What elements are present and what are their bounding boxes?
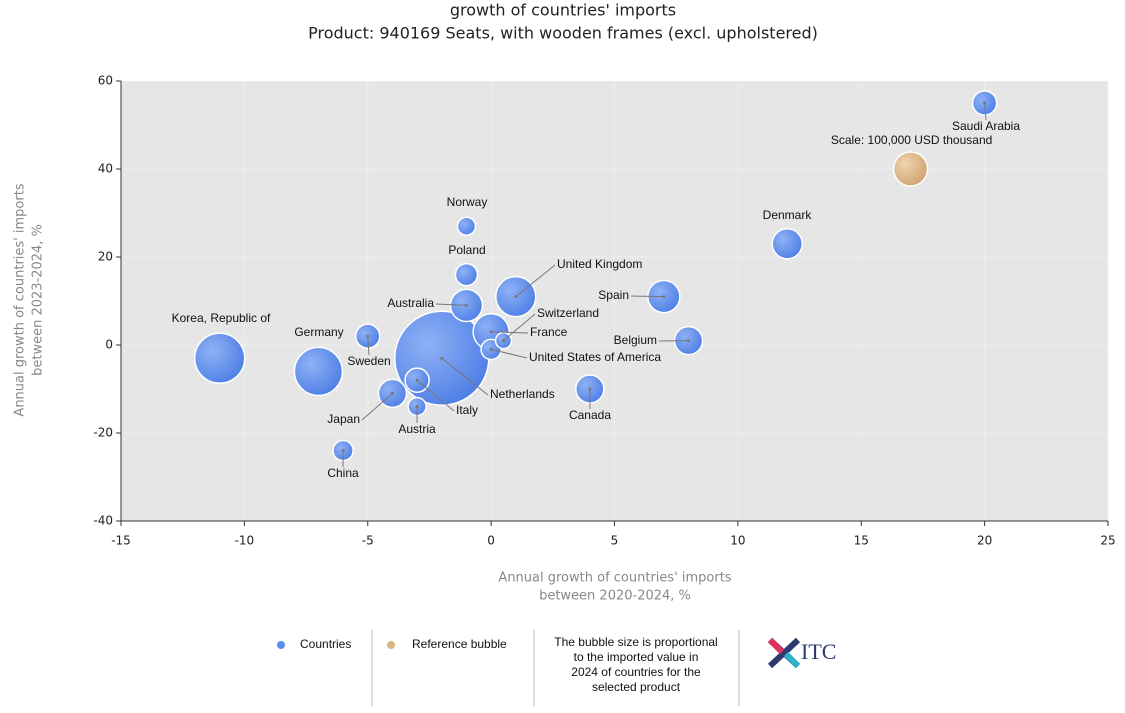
bubble bbox=[294, 347, 342, 395]
leader-dot bbox=[342, 449, 345, 452]
leader-dot bbox=[687, 339, 690, 342]
y-tick-label: 20 bbox=[98, 250, 113, 264]
leader-dot bbox=[391, 392, 394, 395]
legend-label: Countries bbox=[300, 637, 351, 651]
bubble-label: Netherlands bbox=[490, 387, 555, 401]
leader-dot bbox=[662, 295, 665, 298]
bubble-label: Japan bbox=[327, 412, 360, 426]
y-tick-label: 60 bbox=[98, 74, 113, 88]
leader-dot bbox=[514, 295, 517, 298]
leader-dot bbox=[416, 379, 419, 382]
leader-dot bbox=[983, 102, 986, 105]
x-tick-label: -10 bbox=[235, 534, 255, 548]
y-axis-label: Annual growth of countries' imports bbox=[13, 183, 28, 416]
leader-dot bbox=[440, 357, 443, 360]
bubble bbox=[894, 152, 928, 186]
x-axis-label: between 2020-2024, % bbox=[539, 589, 691, 604]
leader-dot bbox=[490, 330, 493, 333]
y-tick-label: -20 bbox=[93, 426, 113, 440]
bubble-label: United Kingdom bbox=[557, 257, 642, 271]
x-tick-label: -15 bbox=[111, 534, 131, 548]
x-tick-label: 0 bbox=[487, 534, 495, 548]
bubble-label: China bbox=[327, 466, 359, 480]
legend-label: Reference bubble bbox=[412, 637, 507, 651]
chart-subtitle: Product: 940169 Seats, with wooden frame… bbox=[308, 24, 818, 43]
legend-note: to the imported value in bbox=[574, 650, 699, 664]
legend-note: The bubble size is proportional bbox=[554, 635, 717, 649]
bubble bbox=[772, 229, 802, 259]
leader-dot bbox=[416, 405, 419, 408]
bubble-label: Switzerland bbox=[537, 306, 599, 320]
bubble bbox=[195, 333, 245, 383]
x-tick-label: 15 bbox=[854, 534, 869, 548]
bubble-label: Norway bbox=[447, 195, 488, 209]
legend-note: 2024 of countries for the bbox=[571, 665, 701, 679]
bubble-label: Canada bbox=[569, 408, 611, 422]
bubble-label: Saudi Arabia bbox=[952, 119, 1020, 133]
legend-marker bbox=[277, 641, 285, 649]
bubble-label: Australia bbox=[387, 296, 434, 310]
legend-marker bbox=[387, 641, 395, 649]
bubble-label: Austria bbox=[398, 422, 436, 436]
legend-note: selected product bbox=[592, 680, 681, 694]
x-tick-label: 5 bbox=[611, 534, 619, 548]
y-tick-label: 0 bbox=[105, 338, 113, 352]
bubble-label: Korea, Republic of bbox=[172, 311, 271, 325]
logo-icon bbox=[770, 640, 798, 666]
bubble-label: Italy bbox=[456, 403, 478, 417]
leader-dot bbox=[502, 339, 505, 342]
x-tick-label: -5 bbox=[362, 534, 374, 548]
logo-text: ITC bbox=[801, 639, 836, 664]
annotation: Scale: 100,000 USD thousand bbox=[831, 133, 992, 147]
chart-title: growth of countries' imports bbox=[450, 1, 676, 20]
x-tick-label: 25 bbox=[1100, 534, 1115, 548]
bubble-label: France bbox=[530, 325, 568, 339]
bubble-label: Denmark bbox=[763, 208, 813, 222]
bubble-label: Germany bbox=[294, 325, 343, 339]
leader-line bbox=[631, 296, 664, 297]
y-axis-label: between 2023-2024, % bbox=[31, 224, 46, 376]
leader-dot bbox=[490, 348, 493, 351]
y-tick-label: -40 bbox=[93, 514, 113, 528]
bubble bbox=[457, 217, 475, 235]
bubble bbox=[455, 264, 477, 286]
leader-dot bbox=[465, 304, 468, 307]
y-tick-label: 40 bbox=[98, 162, 113, 176]
bubble-label: United States of America bbox=[529, 350, 661, 364]
leader-dot bbox=[588, 388, 591, 391]
bubble-label: Sweden bbox=[347, 354, 390, 368]
leader-dot bbox=[366, 335, 369, 338]
bubble-label: Poland bbox=[448, 243, 485, 257]
bubble-label: Spain bbox=[598, 288, 629, 302]
x-axis-label: Annual growth of countries' imports bbox=[498, 571, 731, 586]
x-tick-label: 20 bbox=[977, 534, 992, 548]
bubble-label: Belgium bbox=[614, 333, 657, 347]
x-tick-label: 10 bbox=[730, 534, 745, 548]
